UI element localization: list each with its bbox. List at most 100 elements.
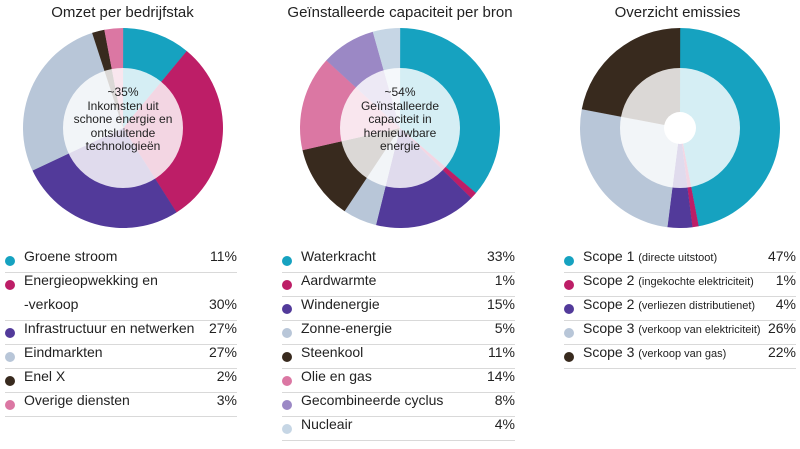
legend-revenue: Groene stroom 11% Energieopwekking en -verk… bbox=[5, 248, 237, 429]
legend-value: 47% bbox=[767, 248, 796, 264]
legend-label-text: Zonne-energie bbox=[301, 320, 393, 336]
legend-item-waterkracht: Waterkracht 33% bbox=[282, 248, 515, 273]
legend-item-windenergie: Windenergie 15% bbox=[282, 296, 515, 321]
legend-label: Windenergie bbox=[301, 292, 380, 316]
center-text-line: Inkomsten uit bbox=[87, 98, 159, 113]
center-label-revenue: ~35% Inkomsten uit schone energie en ontslu… bbox=[53, 85, 193, 154]
legend-value: 27% bbox=[208, 320, 237, 336]
legend-label: Scope 1 (directe uitstoot) bbox=[583, 244, 717, 270]
center-hole bbox=[664, 112, 696, 144]
legend-swatch bbox=[282, 256, 292, 266]
center-percentage: ~35% bbox=[107, 85, 139, 99]
legend-label-text: Scope 3 bbox=[583, 320, 635, 336]
legend-label: Olie en gas bbox=[301, 364, 372, 388]
legend-item-steenkool: Steenkool 11% bbox=[282, 344, 515, 369]
chart-panel-revenue: Omzet per bedrijfstak ~35% Inkomsten uit s… bbox=[0, 0, 245, 449]
legend-item-scope-2-ingekochte-elektriciteit: Scope 2 (ingekochte elektriciteit) 1% bbox=[564, 272, 796, 297]
legend-label-line: Energieopwekking en bbox=[24, 272, 158, 288]
center-text-line: capaciteit in bbox=[368, 112, 432, 126]
legend-item-groene-stroom: Groene stroom 11% bbox=[5, 248, 237, 273]
center-text-line: Geïnstalleerde bbox=[360, 98, 440, 113]
legend-swatch bbox=[5, 328, 15, 338]
legend-label: Waterkracht bbox=[301, 244, 376, 268]
legend-swatch bbox=[282, 304, 292, 314]
legend-divider bbox=[564, 320, 796, 321]
legend-label-line: -verkoop bbox=[24, 296, 79, 312]
legend-label-detail: (ingekochte elektriciteit) bbox=[638, 276, 754, 288]
legend-label: Aardwarmte bbox=[301, 268, 376, 292]
legend-swatch bbox=[5, 352, 15, 362]
legend-label-text: Scope 2 bbox=[583, 296, 635, 312]
chart-panel-capacity: Geïnstalleerde capaciteit per bron ~54% G… bbox=[275, 0, 525, 449]
legend-divider bbox=[282, 296, 515, 297]
legend-label: Nucleair bbox=[301, 412, 352, 436]
legend-value: 4% bbox=[494, 416, 515, 432]
legend-item-scope-2-verliezen-distributienet: Scope 2 (verliezen distributienet) 4% bbox=[564, 296, 796, 321]
legend-divider bbox=[5, 272, 237, 273]
legend-swatch bbox=[5, 376, 15, 386]
chart-panel-emissions: Overzicht emissies Scope 1 (directe uits… bbox=[555, 0, 800, 449]
legend-divider bbox=[282, 344, 515, 345]
legend-value: 2% bbox=[216, 368, 237, 384]
legend-label: Overige diensten bbox=[24, 388, 130, 412]
legend-value: 30% bbox=[208, 296, 237, 312]
legend-item-scope-3-verkoop-van-gas: Scope 3 (verkoop van gas) 22% bbox=[564, 344, 796, 369]
legend-label-detail: (directe uitstoot) bbox=[638, 252, 718, 264]
legend-value: 8% bbox=[494, 392, 515, 408]
chart-title: Overzicht emissies bbox=[614, 4, 741, 21]
legend-value: 26% bbox=[767, 320, 796, 336]
legend-label: Scope 2 (verliezen distributienet) bbox=[583, 292, 755, 318]
legend-value: 11% bbox=[488, 344, 515, 360]
legend-value: 5% bbox=[494, 320, 515, 336]
legend-value: 11% bbox=[210, 248, 237, 264]
donut-chart-revenue bbox=[23, 28, 223, 228]
legend-label-text: Groene stroom bbox=[24, 248, 118, 264]
chart-title: Omzet per bedrijfstak bbox=[51, 4, 194, 21]
legend-value: 27% bbox=[208, 344, 237, 360]
legend-divider bbox=[5, 368, 237, 369]
center-text-line: schone energie en bbox=[73, 112, 173, 126]
legend-label: Zonne-energie bbox=[301, 316, 392, 340]
legend-label: Infrastructuur en netwerken bbox=[24, 316, 194, 340]
legend-capacity: Waterkracht 33% Aardwarmte 1% Windenergie 15%… bbox=[282, 248, 515, 444]
legend-label: Gecombineerde cyclus bbox=[301, 388, 443, 412]
legend-value: 33% bbox=[486, 248, 515, 264]
legend-swatch bbox=[5, 256, 15, 266]
legend-label-text: Infrastructuur en netwerken bbox=[24, 320, 195, 336]
legend-swatch bbox=[564, 304, 574, 314]
legend-divider bbox=[5, 320, 237, 321]
legend-swatch bbox=[282, 424, 292, 434]
legend-item-aardwarmte: Aardwarmte 1% bbox=[282, 272, 515, 297]
legend-label-text: Eindmarkten bbox=[24, 344, 103, 360]
center-text-line: hernieuwbare bbox=[363, 125, 437, 140]
legend-label-text: Gecombineerde cyclus bbox=[301, 392, 444, 408]
legend-label-detail: (verliezen distributienet) bbox=[638, 300, 756, 312]
inner-overlay bbox=[340, 68, 460, 188]
chart-title: Geïnstalleerde capaciteit per bron bbox=[287, 4, 513, 21]
legend-label-text: Scope 2 bbox=[583, 272, 635, 288]
legend-item-energieopwekking-en-verkoop: Energieopwekking en -verkoop 30% bbox=[5, 272, 237, 321]
inner-overlay bbox=[63, 68, 183, 188]
legend-label-text: Waterkracht bbox=[301, 248, 376, 264]
legend-swatch bbox=[282, 280, 292, 290]
legend-swatch bbox=[282, 376, 292, 386]
legend-divider bbox=[5, 392, 237, 393]
legend-value: 1% bbox=[775, 272, 796, 288]
legend-label-text: Scope 1 bbox=[583, 248, 635, 264]
legend-label-text: Aardwarmte bbox=[301, 272, 377, 288]
center-text-line: technologieën bbox=[85, 139, 161, 153]
legend-label-text: Olie en gas bbox=[301, 368, 372, 384]
legend-divider bbox=[282, 272, 515, 273]
legend-swatch bbox=[5, 400, 15, 410]
legend-item-scope-1-directe-uitstoot: Scope 1 (directe uitstoot) 47% bbox=[564, 248, 796, 273]
legend-swatch bbox=[282, 328, 292, 338]
legend-swatch bbox=[564, 328, 574, 338]
legend-label-text: Overige diensten bbox=[24, 392, 130, 408]
legend-swatch bbox=[282, 400, 292, 410]
legend-emissions: Scope 1 (directe uitstoot) 47% Scope 2 (in… bbox=[564, 248, 796, 369]
legend-divider bbox=[282, 416, 515, 417]
legend-value: 15% bbox=[486, 296, 515, 312]
legend-item-eindmarkten: Eindmarkten 27% bbox=[5, 344, 237, 369]
legend-label: Scope 3 (verkoop van gas) bbox=[583, 340, 726, 366]
legend-value: 22% bbox=[767, 344, 796, 360]
